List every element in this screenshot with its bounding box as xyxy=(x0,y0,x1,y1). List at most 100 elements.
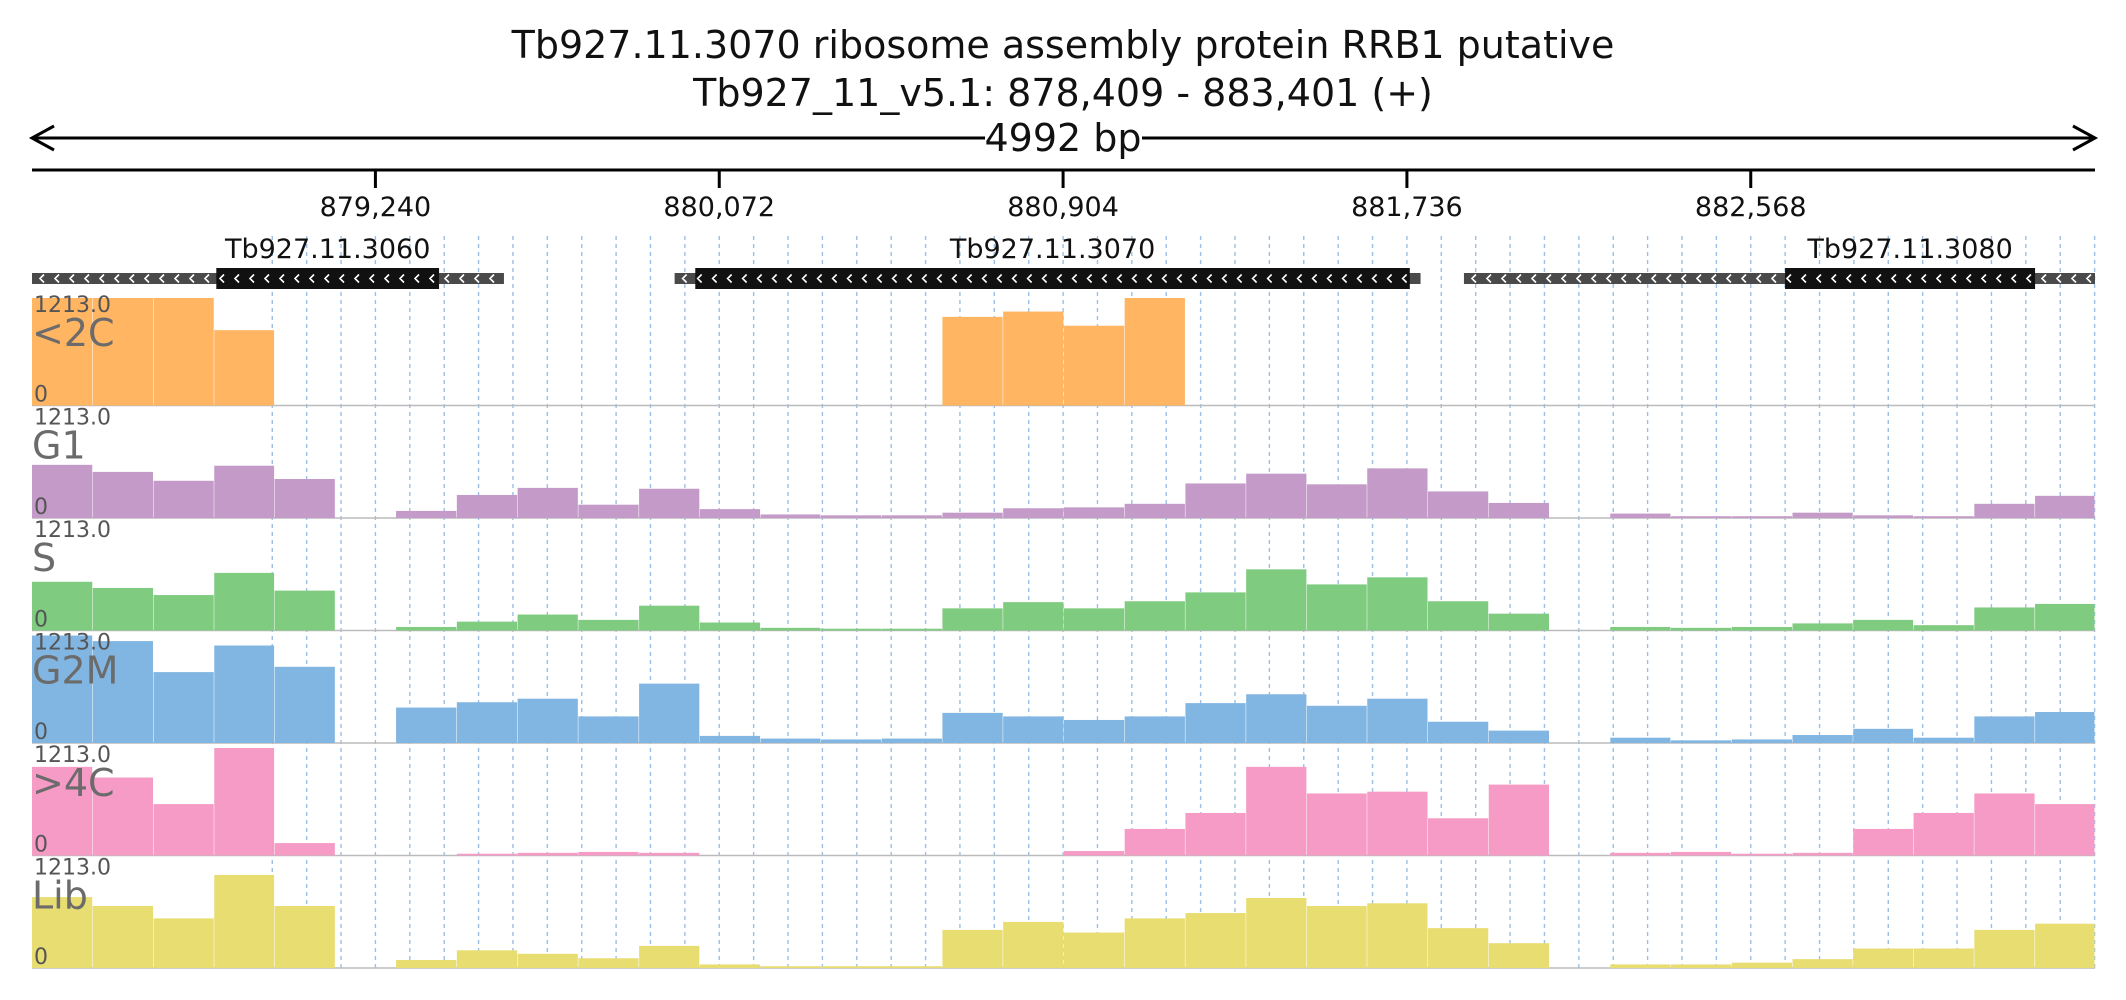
gene-cds xyxy=(1785,268,2036,289)
coverage-bar xyxy=(1913,625,1974,631)
coverage-bar xyxy=(274,843,335,856)
scale-max-label: 1213.0 xyxy=(34,856,111,881)
coverage-bar xyxy=(1124,298,1185,406)
coverage-track: 1213.0 0 <2C xyxy=(32,293,2095,408)
scale-max-label: 1213.0 xyxy=(34,518,111,543)
scale-min-label: 0 xyxy=(34,608,48,633)
coverage-bar xyxy=(153,298,214,406)
coverage-bar xyxy=(1367,903,1428,968)
coverage-bar xyxy=(1367,577,1428,631)
coverage-bar xyxy=(1731,962,1792,968)
coverage-bar xyxy=(214,330,275,406)
coverage-bar xyxy=(1427,928,1489,968)
coverage-bar xyxy=(1063,325,1125,406)
coverage-bar xyxy=(1974,503,2035,518)
coverage-bar xyxy=(881,738,942,743)
coverage-bar xyxy=(1246,897,1307,968)
gene-track: Tb927.11.3060 Tb927.11.3070 Tb927.11.3080 xyxy=(32,234,2095,289)
coverage-bar xyxy=(274,666,335,743)
coverage-bar xyxy=(881,628,942,631)
track-label: Lib xyxy=(32,874,88,918)
coverage-bar xyxy=(2035,603,2095,631)
gene-label: Tb927.11.3080 xyxy=(1806,234,2012,265)
coverage-bar xyxy=(820,966,882,968)
coverage-bar xyxy=(456,621,518,631)
coverage-bar xyxy=(1913,948,1974,968)
coverage-bar xyxy=(396,960,457,968)
chart-title: Tb927.11.3070 ribosome assembly protein … xyxy=(511,23,1615,67)
coverage-bar xyxy=(1003,716,1064,743)
coverage-bar xyxy=(1853,728,1914,743)
ruler-tick-label: 879,240 xyxy=(320,192,432,223)
coverage-track: 1213.0 0 S xyxy=(32,518,2095,633)
coverage-bar xyxy=(942,316,1003,406)
coverage-bar xyxy=(1003,311,1064,406)
coverage-bar xyxy=(1306,584,1367,631)
coverage-bar xyxy=(1792,623,1853,631)
coverage-bar xyxy=(396,707,457,743)
coverage-bar xyxy=(1670,740,1732,743)
coverage-bar xyxy=(699,622,761,631)
coverage-bar xyxy=(1488,613,1549,631)
scale-min-label: 0 xyxy=(34,720,48,745)
coverage-bar xyxy=(639,945,700,968)
coverage-bar xyxy=(760,738,821,743)
scale-min-label: 0 xyxy=(34,945,48,970)
coverage-bar xyxy=(1488,943,1549,968)
span-arrow-left-icon xyxy=(28,124,55,152)
coverage-bar xyxy=(1610,737,1671,743)
coverage-bar xyxy=(1367,698,1428,743)
coverage-bar xyxy=(1853,515,1914,518)
coverage-bar xyxy=(578,958,639,968)
coverage-bar xyxy=(1913,516,1974,518)
coverage-bar xyxy=(517,953,578,968)
coverage-bar xyxy=(153,918,214,968)
coverage-bar xyxy=(517,852,578,856)
coverage-bar xyxy=(1063,507,1125,518)
coverage-bar xyxy=(1063,932,1125,968)
coverage-bar xyxy=(1670,851,1732,856)
coverage-bar xyxy=(639,605,700,631)
coverage-bar xyxy=(1124,601,1185,631)
coverage-track: 1213.0 0 Lib xyxy=(32,856,2095,970)
coverage-bar xyxy=(2035,711,2095,743)
scale-min-label: 0 xyxy=(34,383,48,408)
coverage-bar xyxy=(214,465,275,518)
coverage-bar xyxy=(92,777,153,856)
coverage-bar xyxy=(1913,812,1974,856)
coverage-bar xyxy=(942,929,1003,968)
coverage-bar xyxy=(639,488,700,518)
gene-label: Tb927.11.3070 xyxy=(949,234,1155,265)
coverage-bar xyxy=(942,608,1003,631)
coverage-bar xyxy=(639,852,700,856)
coverage-bar xyxy=(1427,721,1489,743)
coverage-bar xyxy=(1913,737,1974,743)
coverage-bar xyxy=(1488,730,1549,743)
coverage-bar xyxy=(1306,793,1367,856)
coverage-bar xyxy=(1246,694,1307,743)
coverage-bar xyxy=(1610,852,1671,856)
coverage-bar xyxy=(1063,719,1125,743)
coverage-track: 1213.0 0 G1 xyxy=(32,406,2095,520)
coverage-bar xyxy=(2035,495,2095,518)
coverage-bar xyxy=(1731,853,1792,856)
coverage-bar xyxy=(517,698,578,743)
coverage-bar xyxy=(1670,964,1732,968)
coverage-bar xyxy=(456,494,518,518)
coverage-bar xyxy=(1367,468,1428,518)
coverage-bar xyxy=(32,581,93,631)
coverage-bar xyxy=(1427,601,1489,631)
span-arrow-right-icon xyxy=(2072,124,2099,152)
coverage-bar xyxy=(396,626,457,631)
coverage-bar xyxy=(1367,791,1428,856)
track-label: G2M xyxy=(32,649,118,693)
coverage-bar xyxy=(456,950,518,968)
strand-chevron-icon xyxy=(681,273,1408,284)
chart-subtitle: Tb927_11_v5.1: 878,409 - 883,401 (+) xyxy=(692,71,1433,115)
coverage-tracks: 1213.00<2C1213.00G11213.00S1213.00G2M121… xyxy=(32,293,2095,970)
ruler-ticks: 879,240 880,072 880,904 881,736 882,568 xyxy=(320,170,1807,223)
coverage-bar xyxy=(1731,516,1792,518)
coverage-bar xyxy=(456,853,518,856)
coverage-bar xyxy=(1246,569,1307,631)
coverage-bar xyxy=(92,641,153,743)
